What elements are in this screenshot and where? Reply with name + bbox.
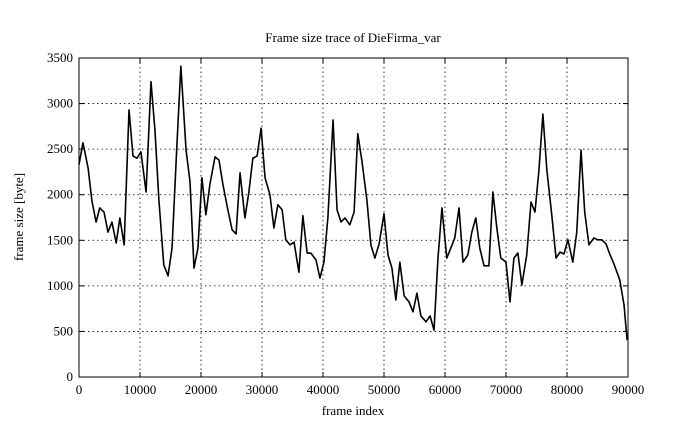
y-tick-label: 1000 — [47, 278, 73, 293]
y-tick-label: 0 — [67, 369, 74, 384]
y-tick-label: 2500 — [47, 141, 73, 156]
x-tick-label: 0 — [76, 382, 83, 397]
y-axis-label: frame size [byte] — [11, 173, 26, 261]
y-tick-label: 3500 — [47, 50, 73, 65]
x-tick-label: 40000 — [307, 382, 340, 397]
x-tick-label: 30000 — [246, 382, 279, 397]
y-tick-label: 3000 — [47, 96, 73, 111]
y-tick-label: 500 — [54, 323, 74, 338]
x-tick-label: 90000 — [612, 382, 645, 397]
x-tick-label: 80000 — [551, 382, 584, 397]
x-tick-label: 20000 — [185, 382, 218, 397]
y-tick-label: 2000 — [47, 187, 73, 202]
data-line — [78, 65, 628, 341]
x-tick-label: 10000 — [124, 382, 157, 397]
y-tick-label: 1500 — [47, 232, 73, 247]
chart-title: Frame size trace of DieFirma_var — [265, 30, 441, 45]
x-axis-label: frame index — [322, 403, 385, 418]
x-tick-label: 70000 — [490, 382, 523, 397]
x-tick-label: 60000 — [429, 382, 462, 397]
plot-frame — [78, 57, 629, 378]
x-tick-label: 50000 — [368, 382, 401, 397]
